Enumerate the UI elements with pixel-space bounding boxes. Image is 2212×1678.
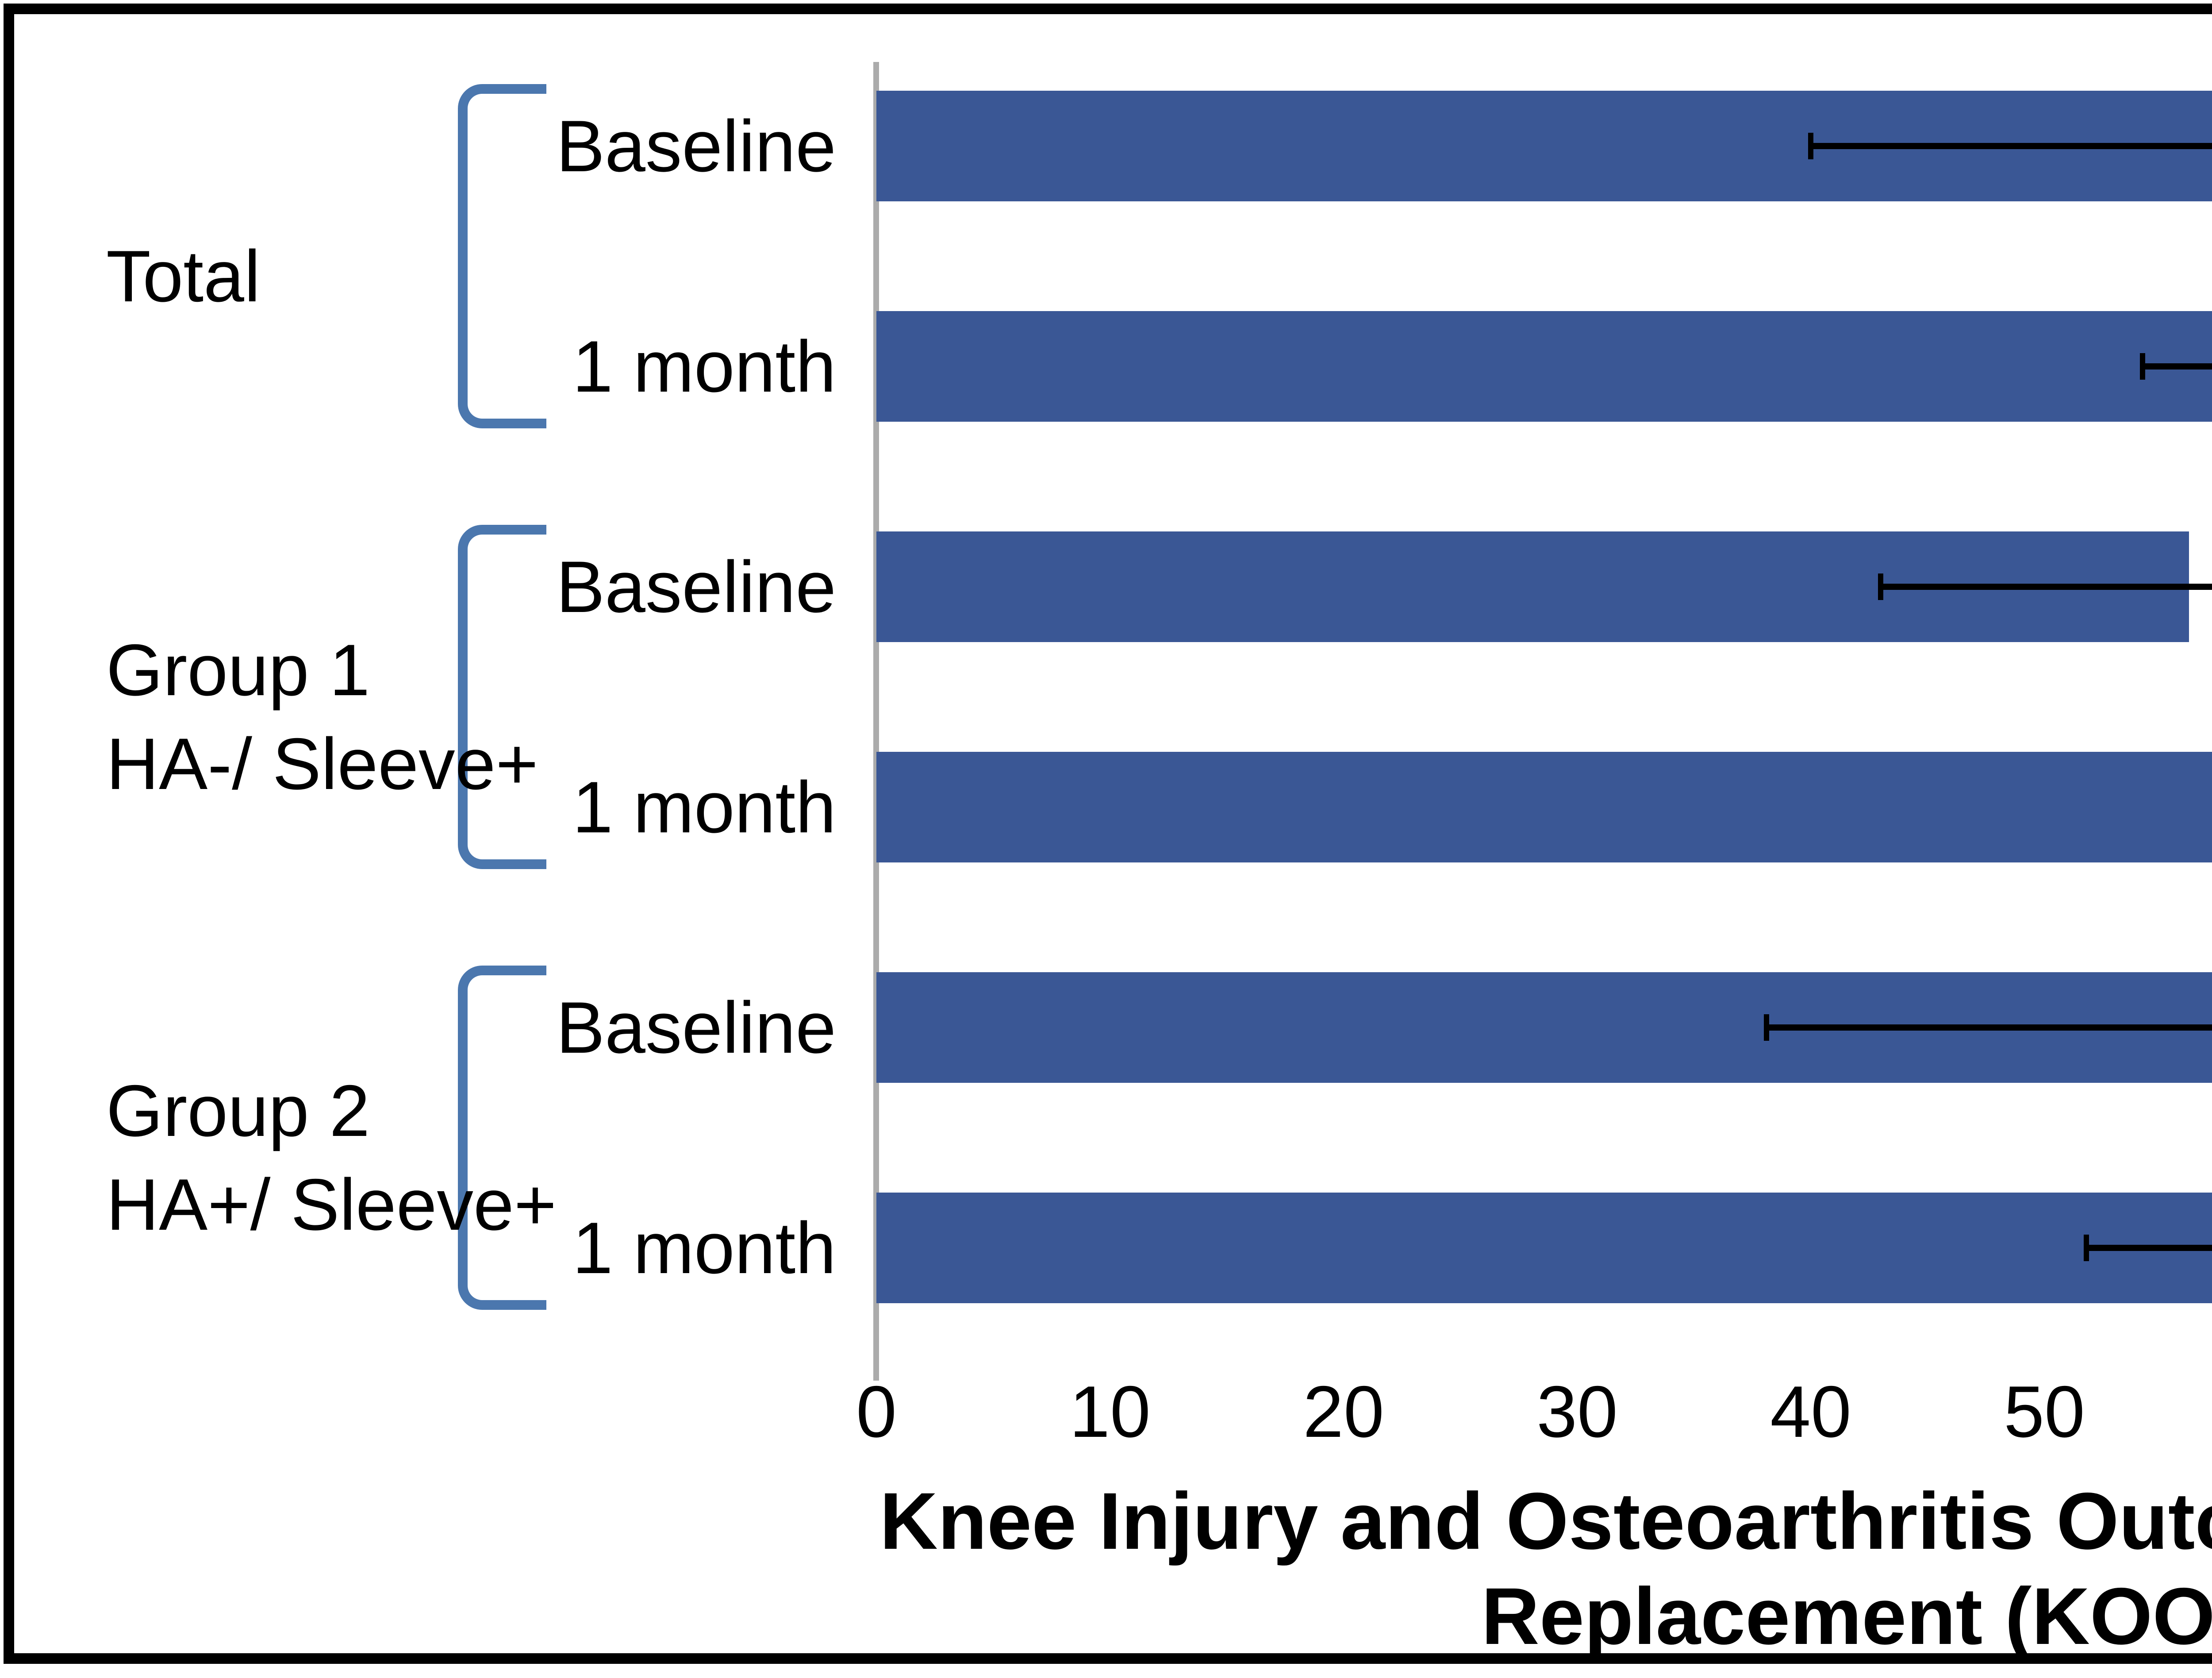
- x-axis-tick-label: 50: [2004, 1371, 2085, 1452]
- bar-timepoint-label: 1 month: [572, 766, 836, 848]
- group-label: Group 2 HA+/ Sleeve+: [106, 1064, 557, 1251]
- group-label-line: HA-/ Sleeve+: [106, 723, 538, 804]
- error-bar-cap-low: [1763, 1014, 1769, 1041]
- bar: [876, 752, 2212, 862]
- error-bar-cap-low: [2139, 353, 2145, 380]
- group-label-line: Total: [106, 235, 261, 317]
- group-label-line: Group 1: [106, 629, 370, 711]
- group-bracket: [458, 525, 546, 869]
- error-bar-line: [2142, 363, 2212, 369]
- y-axis-zero-line: [873, 62, 879, 1381]
- group-label-line: HA+/ Sleeve+: [106, 1164, 557, 1245]
- x-axis-tick-label: 0: [856, 1371, 897, 1452]
- group-label: Group 1 HA-/ Sleeve+: [106, 623, 538, 811]
- group-label: Total: [106, 229, 261, 323]
- group-label-line: Group 2: [106, 1070, 370, 1151]
- bar: [876, 1193, 2212, 1303]
- x-axis-tick-label: 30: [1536, 1371, 1618, 1452]
- error-bar-cap-low: [1878, 573, 1884, 600]
- error-bar-line: [2086, 1245, 2212, 1251]
- error-bar-cap-low: [2084, 1235, 2089, 1261]
- bar-timepoint-label: 1 month: [572, 326, 836, 407]
- x-axis-title-line1: Knee Injury and Osteoarthritis Outcome S…: [879, 1476, 2212, 1566]
- bar-timepoint-label: Baseline: [556, 987, 836, 1068]
- error-bar-line: [1766, 1024, 2212, 1031]
- bar-timepoint-label: Baseline: [556, 105, 836, 187]
- x-axis-title: Knee Injury and Osteoarthritis Outcome S…: [876, 1474, 2212, 1664]
- bar-timepoint-label: 1 month: [572, 1207, 836, 1289]
- bar: [876, 311, 2212, 422]
- error-bar-line: [1811, 143, 2212, 149]
- x-axis-title-line2: Replacement (KOOS,Jr): [1481, 1571, 2212, 1661]
- x-axis-tick-label: 40: [1770, 1371, 1851, 1452]
- group-bracket: [458, 84, 546, 428]
- bar-timepoint-label: Baseline: [556, 546, 836, 627]
- error-bar-cap-low: [1808, 133, 1813, 159]
- group-bracket: [458, 966, 546, 1310]
- x-axis-tick-label: 10: [1069, 1371, 1151, 1452]
- error-bar-line: [1881, 584, 2212, 590]
- x-axis-tick-label: 20: [1303, 1371, 1384, 1452]
